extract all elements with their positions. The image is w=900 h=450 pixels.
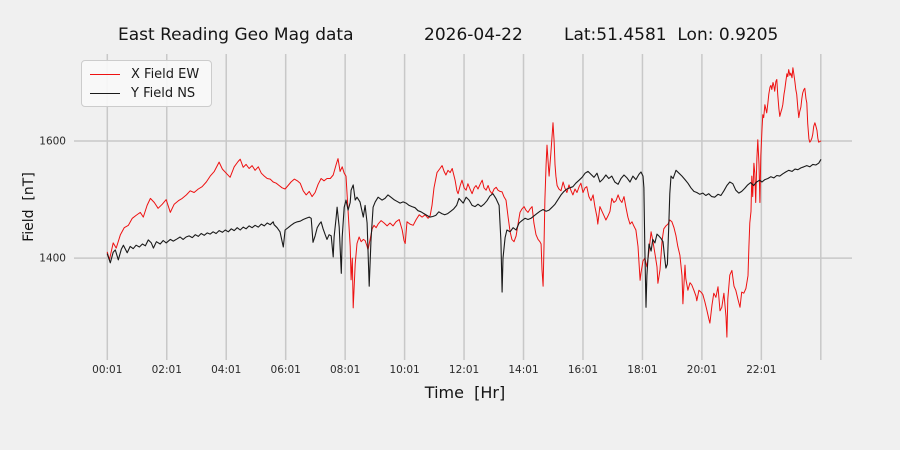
legend-label-x-field: X Field EW — [131, 66, 200, 82]
x-tick-label: 22:01 — [746, 364, 776, 376]
x-tick-label: 12:01 — [449, 364, 479, 376]
chart-title-location: Lat:51.4581 Lon: 0.9205 — [564, 25, 779, 45]
x-tick-label: 02:01 — [152, 364, 182, 376]
x-axis-label: Time [Hr] — [424, 383, 506, 402]
x-field-ew-series — [106, 67, 822, 338]
y-tick-label: 1400 — [39, 253, 66, 265]
x-tick-label: 06:01 — [271, 364, 301, 376]
x-tick-label: 20:01 — [687, 364, 717, 376]
x-tick-label: 18:01 — [627, 364, 657, 376]
x-tick-label: 10:01 — [389, 364, 419, 376]
x-tick-label: 08:01 — [330, 364, 360, 376]
legend-label-y-field: Y Field NS — [131, 85, 196, 101]
y-tick-label: 1600 — [39, 136, 66, 148]
x-tick-label: 00:01 — [92, 364, 122, 376]
x-field-line-sample — [90, 73, 120, 75]
x-tick-label: 04:01 — [211, 364, 241, 376]
y-field-line-sample — [90, 92, 120, 94]
legend-item-y-field: Y Field NS — [90, 85, 199, 101]
chart-title-date: 2026-04-22 — [424, 25, 523, 45]
legend-item-x-field: X Field EW — [90, 66, 199, 82]
chart-title: East Reading Geo Mag data — [118, 25, 354, 45]
y-axis-label: Field [nT] — [21, 172, 37, 242]
y-field-ns-series — [106, 159, 822, 308]
legend: X Field EW Y Field NS — [81, 60, 213, 107]
x-tick-label: 16:01 — [568, 364, 598, 376]
x-tick-label: 14:01 — [508, 364, 538, 376]
